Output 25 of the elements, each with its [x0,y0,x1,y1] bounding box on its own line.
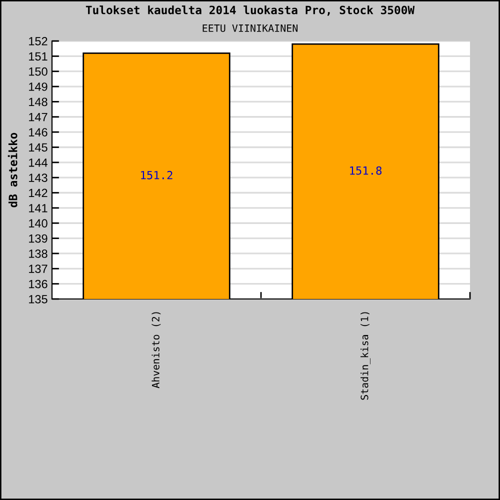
y-tick-label: 148 [29,98,48,106]
chart-subtitle: EETU VIINIKAINEN [202,24,298,32]
y-tick-label: 149 [29,82,48,91]
x-tick-label: Ahvenisto (2) [152,312,161,388]
y-tick-label: 136 [29,280,48,288]
y-tick-label: 135 [29,295,48,304]
y-tick-label: 138 [29,250,48,258]
y-tick-label: 147 [29,113,48,122]
y-tick-label: 144 [29,158,48,167]
y-tick-label: 145 [29,143,48,152]
y-tick-label: 143 [29,174,48,182]
chart-title: Tulokset kaudelta 2014 luokasta Pro, Stock 3500W [86,5,415,16]
x-tick-label: Stadin_kisa (1) [360,312,370,400]
y-tick-label: 141 [29,204,48,212]
y-axis-title: dB asteikko [8,132,18,208]
data-label: 151.2 [141,170,172,180]
y-tick-label: 146 [29,128,48,136]
y-tick-label: 137 [29,264,48,274]
y-tick-label: 151 [29,52,48,61]
y-tick-label: 142 [29,188,48,198]
data-label: 151.8 [350,166,382,175]
y-tick-label: 140 [29,219,48,228]
y-tick-label: 152 [29,37,48,46]
y-tick-label: 139 [29,234,48,243]
y-tick-label: 150 [29,67,48,76]
